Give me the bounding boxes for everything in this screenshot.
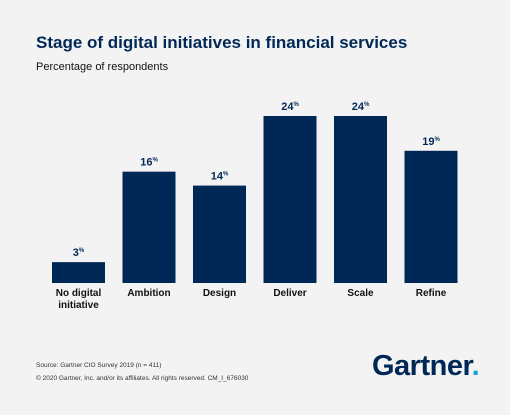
bar-1 <box>122 171 176 283</box>
bar-2 <box>193 185 246 283</box>
category-label-3: Deliver <box>273 288 306 299</box>
chart-subtitle: Percentage of respondents <box>36 61 169 73</box>
category-label-0: No digital initiative <box>56 288 102 311</box>
category-label-1: Ambition <box>127 288 170 299</box>
bar-chart: 3% No digital initiative 16% Ambition 14% Desi… <box>52 101 458 311</box>
value-label-0: 3% <box>73 247 85 259</box>
value-label-1: 16% <box>140 157 158 169</box>
category-label-2: Design <box>203 288 236 299</box>
category-label-4: Scale <box>347 288 374 299</box>
value-label-4: 24% <box>352 101 370 113</box>
chart-title: Stage of digital initiatives in financia… <box>36 33 408 52</box>
bar-0 <box>52 262 105 283</box>
value-label-5: 19% <box>422 136 440 148</box>
gartner-logo: Gartner. <box>372 350 480 383</box>
category-label-5: Refine <box>416 288 447 299</box>
bar-3 <box>263 116 317 283</box>
logo-text: Gartner <box>372 350 472 382</box>
source-note: Source: Gartner CIO Survey 2019 (n = 411… <box>36 362 162 369</box>
logo-dot: . <box>471 350 480 382</box>
bar-4 <box>334 116 387 283</box>
bar-5 <box>404 150 458 283</box>
copyright-note: © 2020 Gartner, Inc. and/or its affiliat… <box>36 375 249 382</box>
value-label-2: 14% <box>211 171 229 183</box>
value-label-3: 24% <box>281 101 299 113</box>
